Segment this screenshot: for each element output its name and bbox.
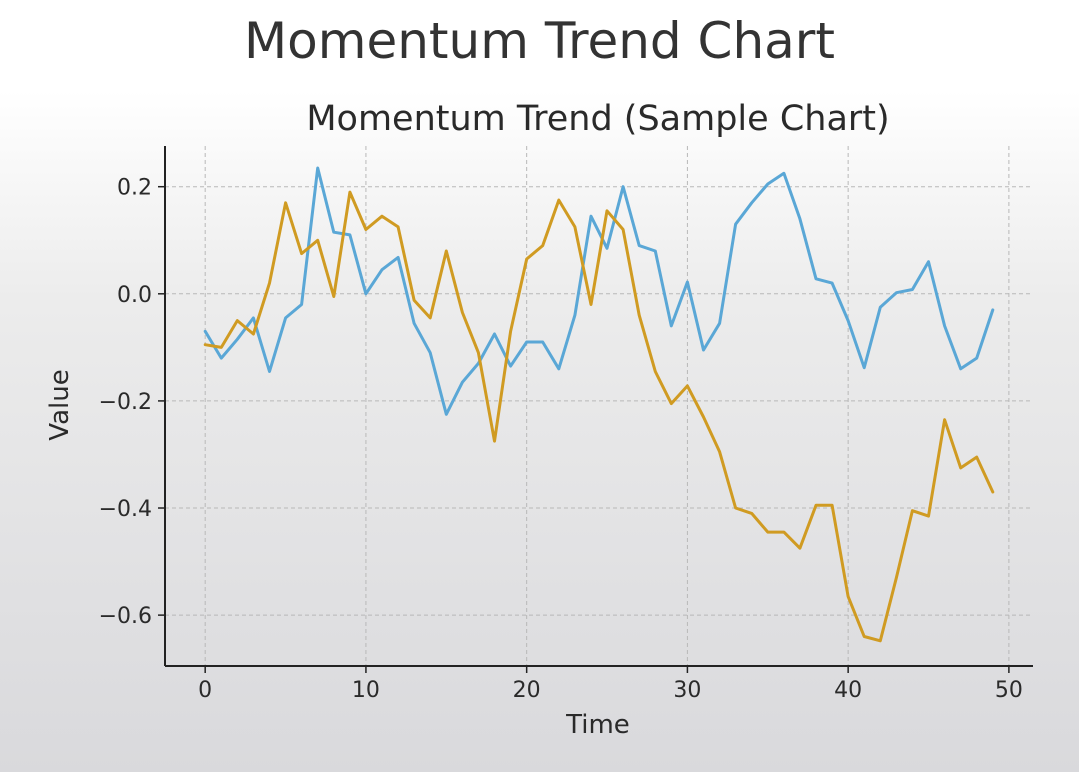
x-tick-label: 50	[995, 678, 1023, 703]
series-group	[203, 166, 995, 643]
x-tick-label: 10	[352, 678, 380, 703]
x-tick-label: 30	[673, 678, 701, 703]
tick-labels: 0 10 20 30 40 50 0.2 0.0 −0.2 −0.4 −0.6	[99, 176, 1023, 703]
x-tick-label: 40	[834, 678, 862, 703]
x-tick-label: 20	[513, 678, 541, 703]
axes	[158, 146, 1033, 673]
series-line-2	[203, 190, 995, 643]
y-tick-label: 0.0	[117, 283, 152, 308]
y-tick-label: −0.2	[99, 390, 152, 415]
page-title: Momentum Trend Chart	[244, 12, 835, 70]
y-tick-label: −0.4	[99, 497, 152, 522]
y-axis-label: Value	[45, 369, 75, 440]
x-tick-label: 0	[198, 678, 212, 703]
y-tick-label: 0.2	[117, 176, 152, 201]
series-line-1	[203, 166, 995, 416]
x-axis-label: Time	[565, 710, 630, 740]
y-tick-label: −0.6	[99, 604, 152, 629]
gridlines	[165, 146, 1033, 666]
chart-title: Momentum Trend (Sample Chart)	[306, 99, 889, 139]
